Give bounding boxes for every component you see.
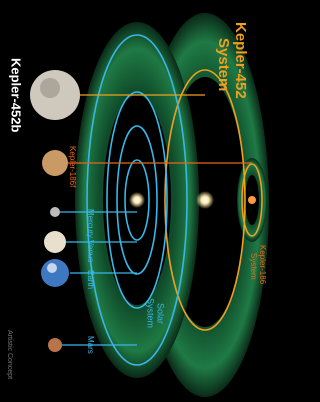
title: Kepler-452	[232, 22, 249, 99]
page: {"title": {"line1": "Kepler-452", "line2…	[0, 0, 320, 402]
planet	[44, 231, 66, 253]
planet-label: Earth	[86, 270, 95, 289]
planet-label: Kepler-452b	[9, 58, 24, 132]
planet-label: Kepler-186f	[68, 146, 77, 188]
system-label: Solar	[156, 303, 166, 324]
title: System	[215, 38, 232, 91]
planet	[48, 338, 62, 352]
planet-label: Venus	[86, 240, 95, 262]
star	[248, 196, 256, 204]
system-label: Kepler-186	[258, 245, 267, 285]
system-label: System	[146, 298, 156, 328]
planet-cloud	[47, 263, 57, 273]
planet-label: Mars	[86, 336, 95, 354]
sun	[129, 192, 145, 208]
system-label: System	[249, 253, 258, 280]
planet	[50, 207, 60, 217]
planet-shade	[40, 78, 60, 98]
planet	[41, 259, 69, 287]
planet	[42, 150, 68, 176]
planet-label: Mercury	[86, 209, 95, 238]
credit: Artistic Concept	[6, 330, 13, 379]
diagram: Kepler-452 System Kepler-452b Kepler-186…	[0, 0, 271, 402]
star	[196, 191, 214, 209]
